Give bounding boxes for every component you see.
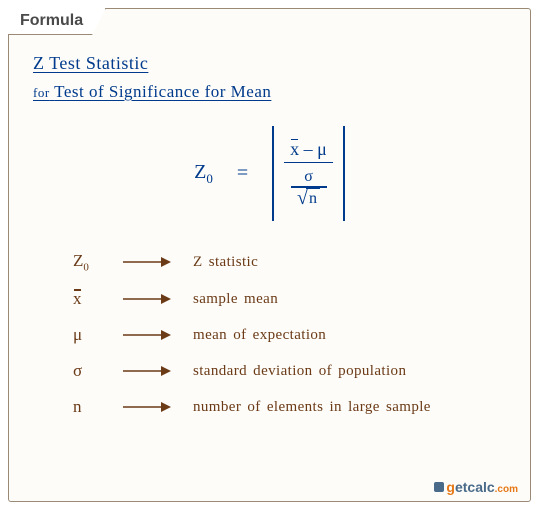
arrow-icon	[123, 294, 171, 304]
absolute-value: x – μ σ √ n	[272, 126, 345, 221]
equals-sign: =	[237, 162, 248, 185]
arrow-icon	[123, 402, 171, 412]
formula-lhs: Z0	[194, 161, 213, 187]
sqrt: √ n	[297, 188, 320, 208]
legend-symbol: x	[73, 289, 101, 309]
numerator: x – μ	[284, 137, 333, 162]
formula: Z0 = x – μ σ	[33, 126, 506, 221]
logo: getcalc.com	[434, 479, 518, 495]
legend-symbol: Z0	[73, 251, 101, 273]
legend-row: Z0 Z statistic	[73, 251, 506, 273]
formula-card: Formula Z Test Statistic for Test of Sig…	[8, 8, 531, 502]
legend-description: sample mean	[193, 291, 278, 308]
legend-symbol: σ	[73, 361, 101, 381]
legend-description: Z statistic	[193, 254, 258, 271]
arrow-icon	[123, 257, 171, 267]
arrow-icon	[123, 366, 171, 376]
title-main: Z Test Statistic	[33, 53, 506, 74]
legend-description: standard deviation of population	[193, 363, 406, 380]
arrow-icon	[123, 330, 171, 340]
legend-row: σ standard deviation of population	[73, 361, 506, 381]
title-sub: for Test of Significance for Mean	[33, 82, 506, 102]
legend-description: mean of expectation	[193, 327, 326, 344]
outer-fraction: x – μ σ √ n	[284, 137, 333, 210]
legend-row: μ mean of expectation	[73, 325, 506, 345]
legend-row: x sample mean	[73, 289, 506, 309]
legend-symbol: μ	[73, 325, 101, 345]
legend-symbol: n	[73, 397, 101, 417]
legend: Z0 Z statistic x sample mean μ mean of expect…	[73, 251, 506, 417]
card-tab: Formula	[8, 8, 106, 35]
denominator: σ √ n	[285, 163, 333, 210]
legend-description: number of elements in large sample	[193, 399, 431, 416]
legend-row: n number of elements in large sample	[73, 397, 506, 417]
